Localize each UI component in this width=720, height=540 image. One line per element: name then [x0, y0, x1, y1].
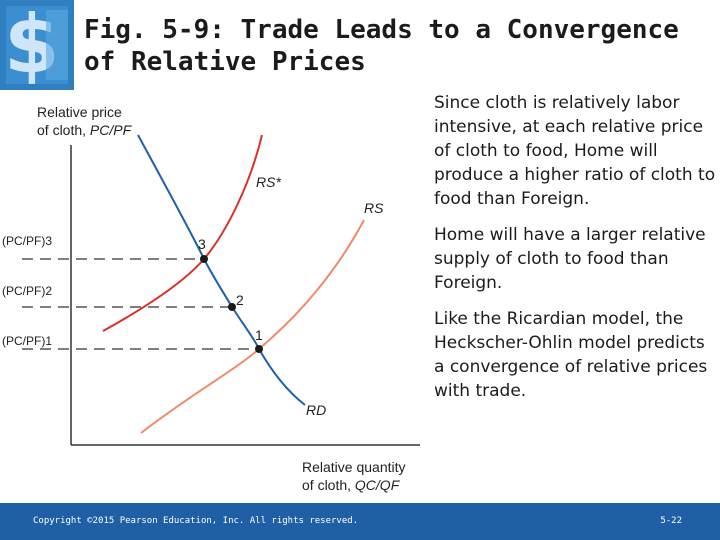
copyright-text: Copyright ©2015 Pearson Education, Inc. … [33, 516, 359, 526]
point-1-label: 1 [255, 327, 263, 343]
y-tick-3: (PC/PF)3 [2, 234, 52, 248]
logo: $ [0, 0, 74, 90]
y-axis-label-prefix: of cloth, [37, 122, 90, 138]
point-3-label: 3 [198, 236, 206, 252]
title-line-2: of Relative Prices [84, 47, 366, 77]
rs-star-label: RS* [256, 174, 281, 190]
rs-curve [140, 219, 365, 434]
rs-label: RS [364, 200, 384, 216]
paragraph-3: Like the Ricardian model, the Heckscher-… [434, 309, 708, 401]
point-2-label: 2 [236, 292, 244, 308]
y-axis-label-var: PC/PF [90, 122, 133, 138]
relative-price-chart: Relative price of cloth, PC/PF Relative … [0, 95, 425, 500]
slide-title: Fig. 5-9: Trade Leads to a Convergence o… [84, 14, 714, 78]
dollar-sign-logo-icon: $ [0, 0, 74, 90]
x-axis-label-line1: Relative quantity [302, 459, 406, 475]
chart-svg: Relative price of cloth, PC/PF Relative … [2, 104, 420, 493]
y-tick-1: (PC/PF)1 [2, 334, 52, 348]
page-number: 5-22 [660, 516, 682, 526]
y-axis-label-line1: Relative price [37, 104, 122, 120]
rd-label: RD [306, 402, 326, 418]
point-2 [228, 303, 236, 311]
y-tick-2: (PC/PF)2 [2, 284, 52, 298]
explanation-text: Since cloth is relatively labor intensiv… [434, 91, 716, 415]
y-axis-label-line2: of cloth, PC/PF [37, 122, 133, 138]
x-axis-label-line2: of cloth, QC/QF [302, 477, 401, 493]
point-1 [255, 345, 263, 353]
footer-bar: Copyright ©2015 Pearson Education, Inc. … [0, 503, 720, 540]
paragraph-2: Home will have a larger relative supply … [434, 225, 706, 293]
x-axis-label-var: QC/QF [355, 477, 401, 493]
title-line-1: Fig. 5-9: Trade Leads to a Convergence [84, 15, 679, 45]
paragraph-1: Since cloth is relatively labor intensiv… [434, 93, 716, 209]
point-3 [200, 255, 208, 263]
x-axis-label-prefix: of cloth, [302, 477, 355, 493]
